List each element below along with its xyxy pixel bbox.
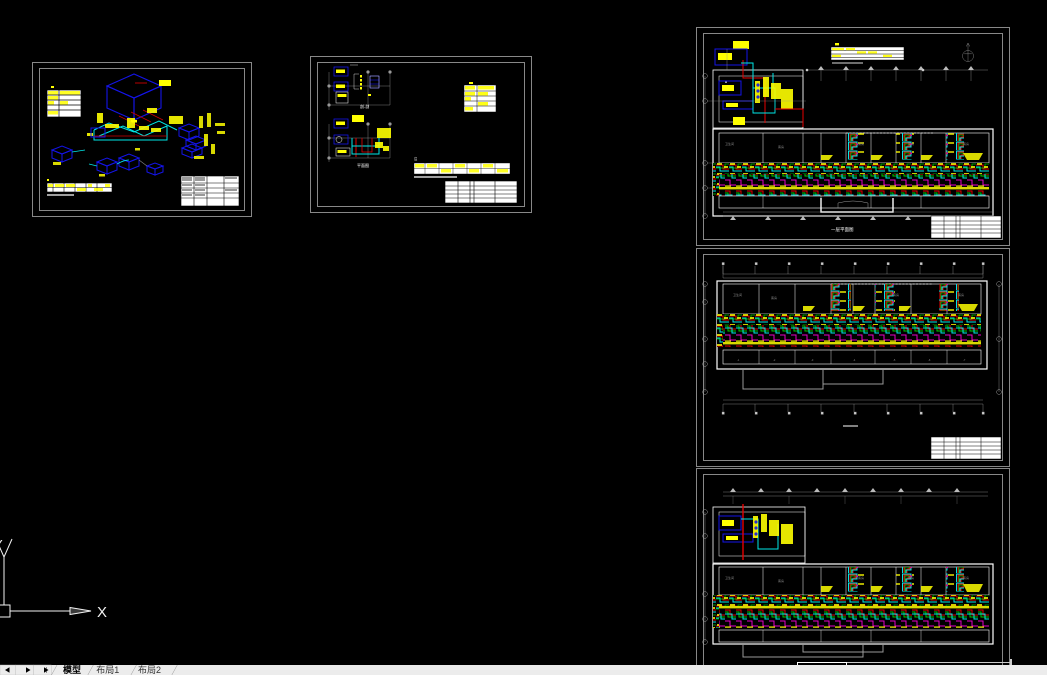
svg-text:卫生间: 卫生间 (725, 141, 734, 146)
svg-text:客房: 客房 (858, 141, 864, 146)
svg-text:布局1: 布局1 (96, 664, 119, 675)
svg-text:-6: -6 (928, 358, 931, 362)
svg-text:平面图: 平面图 (357, 162, 369, 168)
svg-text:卫生间: 卫生间 (733, 292, 742, 297)
svg-text:剖-剖: 剖-剖 (360, 103, 369, 109)
svg-text:客房: 客房 (893, 292, 899, 297)
svg-text:-5: -5 (893, 358, 896, 362)
svg-text:模型: 模型 (63, 664, 81, 675)
svg-text:客房: 客房 (771, 295, 777, 300)
svg-text:客房: 客房 (908, 575, 914, 580)
svg-text:布局2: 布局2 (138, 664, 161, 675)
svg-text:-2: -2 (773, 358, 776, 362)
svg-text:-1: -1 (737, 358, 740, 362)
svg-text:注: 注 (414, 156, 418, 161)
svg-text:-3: -3 (811, 358, 814, 362)
svg-text:客房: 客房 (778, 144, 784, 149)
svg-text:客房: 客房 (778, 578, 784, 583)
svg-text:卫生间: 卫生间 (725, 575, 734, 580)
svg-text:客房: 客房 (908, 141, 914, 146)
svg-text:X: X (97, 604, 107, 621)
svg-text:客房: 客房 (858, 575, 864, 580)
svg-text:客房: 客房 (958, 292, 964, 297)
svg-text:-4: -4 (853, 358, 856, 362)
svg-text:一层平面图: 一层平面图 (831, 227, 854, 233)
svg-text:客房: 客房 (963, 575, 969, 580)
svg-text:Y: Y (0, 537, 3, 552)
svg-text:-7: -7 (963, 358, 966, 362)
svg-text:客房: 客房 (963, 141, 969, 146)
